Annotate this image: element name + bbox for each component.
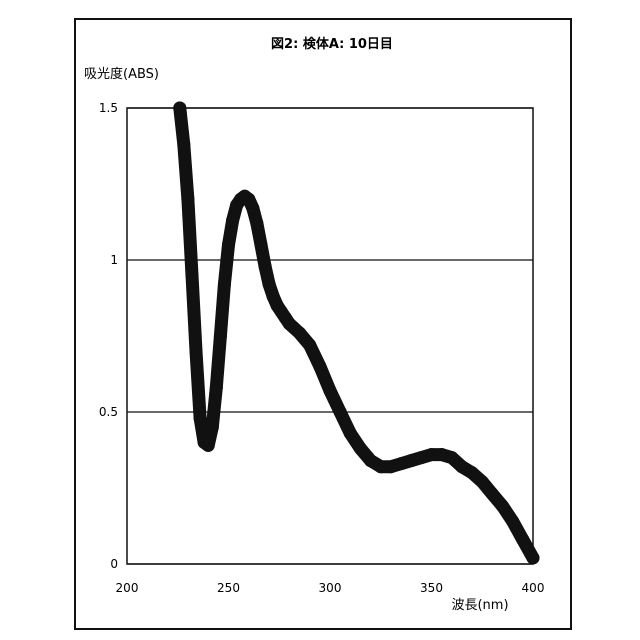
data-point (527, 551, 540, 564)
y-tick-label-1: 0.5 (99, 405, 118, 419)
data-point (445, 451, 458, 464)
data-point (177, 138, 190, 151)
data-point (496, 500, 509, 513)
chart-title: 図2: 検体A: 10日目 (271, 36, 393, 52)
data-point (194, 412, 207, 425)
data-point (226, 214, 239, 227)
x-axis-label: 波長(nm) (451, 598, 508, 613)
data-point (466, 466, 479, 479)
data-point (202, 439, 215, 452)
data-point (516, 533, 529, 546)
series-layer (173, 102, 539, 565)
x-tick-labels: 200 250 300 350 400 (116, 581, 545, 595)
data-point (476, 475, 489, 488)
x-tick-label-4: 400 (522, 581, 545, 595)
data-point (222, 238, 235, 251)
data-point (313, 360, 326, 373)
x-tick-label-1: 250 (217, 581, 240, 595)
data-point (214, 330, 227, 343)
data-point (324, 384, 337, 397)
data-point (210, 381, 223, 394)
data-point (185, 269, 198, 282)
data-point (334, 406, 347, 419)
data-point (486, 488, 499, 501)
data-point (259, 260, 272, 273)
data-point (250, 217, 263, 230)
data-point (218, 278, 231, 291)
data-point (506, 515, 519, 528)
data-point (263, 278, 276, 291)
data-point (283, 317, 296, 330)
x-tick-label-2: 300 (319, 581, 342, 595)
y-tick-label-3: 1.5 (99, 101, 118, 115)
data-point (206, 421, 219, 434)
y-tick-label-0: 0 (110, 557, 118, 571)
data-point (293, 326, 306, 339)
data-point (246, 202, 259, 215)
data-point (354, 442, 367, 455)
x-tick-label-0: 200 (116, 581, 139, 595)
data-point (303, 339, 316, 352)
y-tick-label-2: 1 (110, 253, 118, 267)
data-point (173, 102, 186, 115)
y-axis-label: 吸光度(ABS) (84, 66, 159, 82)
data-point (344, 427, 357, 440)
data-point (190, 345, 203, 358)
y-tick-labels: 0 0.5 1 1.5 (99, 101, 118, 571)
x-tick-label-3: 350 (420, 581, 443, 595)
data-point (254, 238, 267, 251)
data-point (181, 193, 194, 206)
series-line-0 (180, 108, 533, 558)
